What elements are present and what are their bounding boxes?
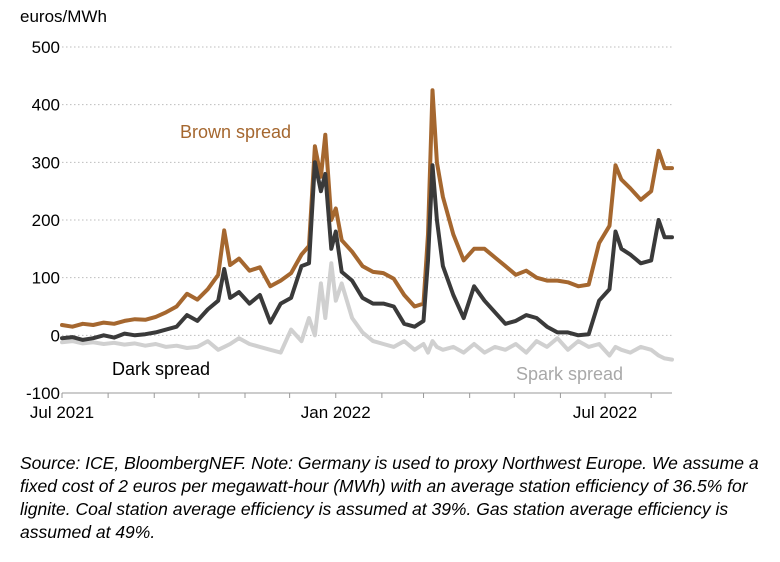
y-tick-label: 200 — [32, 211, 60, 230]
dark-spread-label: Dark spread — [112, 359, 210, 379]
y-tick-label: 500 — [32, 38, 60, 57]
x-tick-label: Jul 2022 — [573, 403, 637, 422]
dark-spread-line — [60, 160, 674, 342]
series-lines — [60, 88, 674, 362]
x-tick-label: Jan 2022 — [301, 403, 371, 422]
brown-spread-line — [60, 88, 674, 329]
spark-spread-label: Spark spread — [516, 364, 623, 384]
gridlines — [62, 46, 672, 336]
y-tick-label: 300 — [32, 153, 60, 172]
y-tick-label: -100 — [26, 384, 60, 403]
y-axis-ticks: -100 0 100 200 300 400 500 — [26, 38, 60, 403]
y-tick-label: 100 — [32, 269, 60, 288]
source-footnote: Source: ICE, BloombergNEF. Note: Germany… — [20, 453, 759, 542]
spark-spread-line — [60, 261, 674, 362]
y-axis-unit-label: euros/MWh — [20, 7, 107, 26]
x-axis: Jul 2021 Jan 2022 Jul 2022 — [30, 392, 672, 422]
y-tick-label: 400 — [32, 96, 60, 115]
x-tick-label: Jul 2021 — [30, 403, 94, 422]
brown-spread-label: Brown spread — [180, 122, 291, 142]
y-tick-label: 0 — [51, 326, 60, 345]
series-labels: Brown spread Dark spread Spark spread — [112, 122, 623, 384]
